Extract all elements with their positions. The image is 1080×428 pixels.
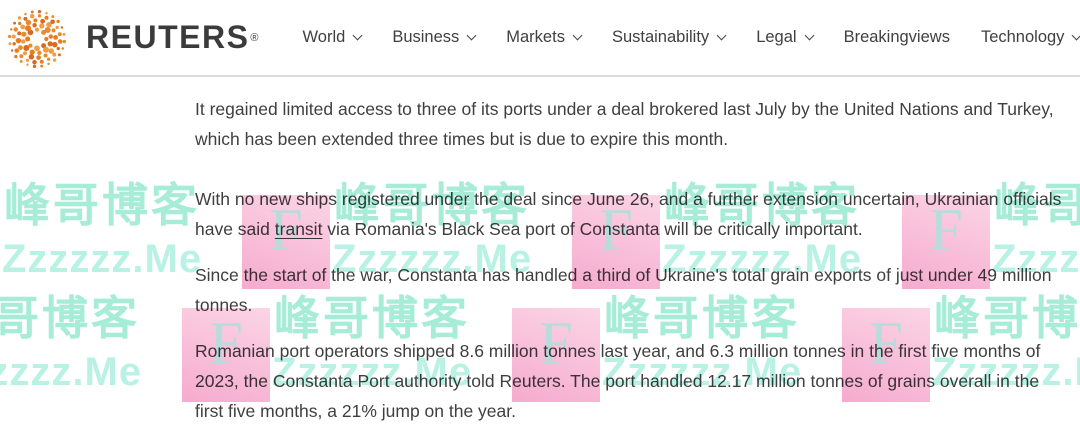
paragraph-2: With no new ships registered under the d… <box>195 184 1065 244</box>
main-nav: World Business Markets Sustainability Le… <box>303 28 1080 47</box>
nav-item-sustainability[interactable]: Sustainability <box>612 28 727 47</box>
brand-wordmark: REUTERS <box>86 19 250 55</box>
paragraph-4: Romanian port operators shipped 8.6 mill… <box>195 341 1041 421</box>
nav-item-world[interactable]: World <box>303 28 363 47</box>
paragraph-2-text: via Romania's Black Sea port of Constant… <box>322 219 863 239</box>
chevron-down-icon <box>716 30 727 41</box>
reuters-globe-icon <box>8 9 66 68</box>
chevron-down-icon <box>1071 30 1080 41</box>
nav-item-breakingviews[interactable]: Breakingviews <box>843 28 950 46</box>
chevron-down-icon <box>466 30 477 41</box>
nav-item-legal[interactable]: Legal <box>756 28 815 47</box>
paragraph-3: Since the start of the war, Constanta ha… <box>195 265 1052 315</box>
nav-item-markets[interactable]: Markets <box>506 28 583 47</box>
site-header: REUTERS ® World Business Markets Sustaina… <box>0 0 1080 77</box>
paragraph-1: It regained limited access to three of i… <box>195 99 1054 149</box>
nav-item-business[interactable]: Business <box>392 28 477 47</box>
reuters-logo[interactable]: REUTERS ® <box>8 8 259 68</box>
chevron-down-icon <box>572 30 583 41</box>
chevron-down-icon <box>352 30 363 41</box>
article-body: It regained limited access to three of i… <box>0 79 1080 426</box>
nav-item-technology[interactable]: Technology <box>981 28 1080 47</box>
chevron-down-icon <box>804 30 815 41</box>
registered-mark: ® <box>250 31 259 44</box>
transit-link[interactable]: transit <box>274 219 323 239</box>
